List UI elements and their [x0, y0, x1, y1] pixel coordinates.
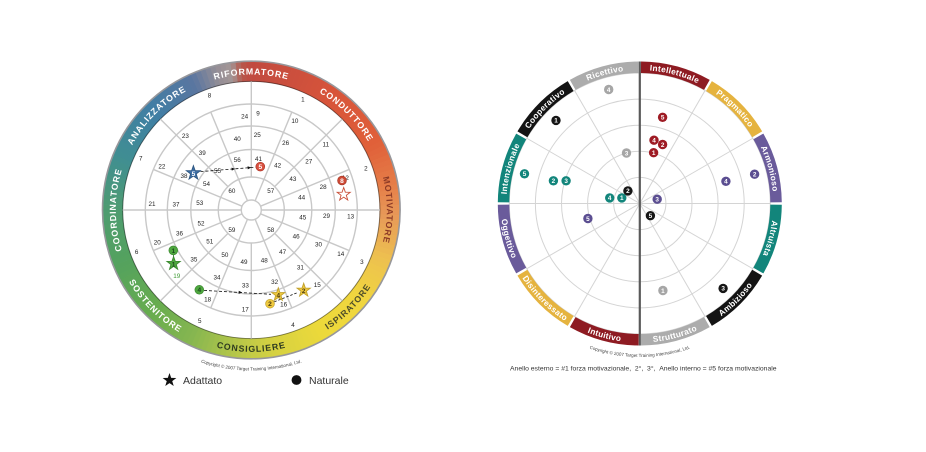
- svg-text:26: 26: [282, 140, 290, 147]
- svg-text:Naturale: Naturale: [309, 375, 349, 387]
- svg-text:38: 38: [181, 173, 189, 180]
- svg-text:56: 56: [234, 157, 242, 164]
- svg-text:58: 58: [267, 227, 275, 234]
- svg-text:3: 3: [564, 178, 568, 185]
- svg-text:5: 5: [523, 171, 527, 178]
- svg-text:22: 22: [158, 164, 166, 171]
- svg-text:41: 41: [255, 156, 263, 163]
- svg-text:1: 1: [554, 118, 558, 125]
- svg-text:49: 49: [241, 259, 249, 266]
- svg-text:3: 3: [360, 259, 364, 266]
- svg-text:43: 43: [289, 176, 297, 183]
- svg-text:37: 37: [173, 201, 181, 208]
- svg-text:10: 10: [291, 118, 299, 125]
- svg-text:Anello esterno = #1 forza moti: Anello esterno = #1 forza motivazionale,…: [510, 364, 777, 372]
- svg-text:4: 4: [276, 293, 280, 300]
- svg-text:23: 23: [182, 133, 190, 140]
- svg-text:8: 8: [208, 93, 212, 100]
- svg-text:2: 2: [302, 288, 306, 295]
- svg-text:17: 17: [242, 307, 250, 314]
- svg-text:4: 4: [652, 138, 656, 145]
- svg-text:34: 34: [214, 275, 222, 282]
- svg-text:28: 28: [320, 184, 328, 191]
- svg-text:59: 59: [228, 227, 236, 234]
- svg-text:45: 45: [299, 215, 307, 222]
- svg-text:4: 4: [197, 287, 201, 294]
- svg-text:18: 18: [204, 297, 212, 304]
- svg-text:19: 19: [173, 273, 181, 280]
- svg-text:57: 57: [267, 188, 275, 195]
- svg-text:16: 16: [280, 301, 288, 308]
- svg-text:14: 14: [337, 251, 345, 258]
- svg-text:8: 8: [340, 178, 344, 185]
- svg-text:1: 1: [301, 97, 305, 104]
- svg-text:1: 1: [172, 261, 176, 268]
- svg-text:2: 2: [552, 178, 556, 185]
- svg-text:5: 5: [586, 216, 590, 223]
- svg-text:11: 11: [323, 141, 330, 148]
- svg-text:29: 29: [323, 213, 331, 220]
- svg-text:42: 42: [274, 163, 282, 170]
- svg-text:1: 1: [620, 195, 624, 202]
- svg-text:46: 46: [293, 234, 301, 241]
- svg-text:31: 31: [297, 265, 305, 272]
- svg-text:21: 21: [148, 201, 156, 208]
- svg-text:5: 5: [258, 164, 262, 171]
- svg-text:53: 53: [196, 200, 204, 207]
- svg-text:2: 2: [364, 166, 368, 173]
- svg-text:47: 47: [279, 249, 287, 256]
- svg-text:40: 40: [234, 136, 242, 143]
- svg-text:4: 4: [724, 179, 728, 186]
- svg-text:15: 15: [314, 282, 322, 289]
- svg-text:Adattato: Adattato: [183, 375, 222, 387]
- svg-text:50: 50: [221, 252, 229, 259]
- svg-text:27: 27: [305, 158, 313, 165]
- svg-text:5: 5: [649, 213, 653, 220]
- svg-text:3: 3: [625, 150, 629, 157]
- svg-text:2: 2: [753, 172, 757, 179]
- svg-text:7: 7: [139, 156, 143, 163]
- svg-text:33: 33: [242, 283, 250, 290]
- svg-text:9: 9: [256, 111, 260, 118]
- svg-text:55: 55: [214, 168, 222, 175]
- svg-text:54: 54: [203, 181, 211, 188]
- svg-text:4: 4: [607, 87, 611, 94]
- svg-text:35: 35: [190, 256, 198, 263]
- svg-text:60: 60: [228, 188, 236, 195]
- svg-text:24: 24: [241, 114, 249, 121]
- svg-text:4: 4: [608, 195, 612, 202]
- svg-text:2: 2: [626, 188, 630, 195]
- svg-text:6: 6: [135, 249, 139, 256]
- svg-text:30: 30: [315, 242, 323, 249]
- svg-text:36: 36: [176, 231, 184, 238]
- svg-text:32: 32: [271, 279, 279, 286]
- svg-text:48: 48: [261, 258, 269, 265]
- svg-text:39: 39: [199, 150, 207, 157]
- svg-text:13: 13: [347, 213, 355, 220]
- svg-text:1: 1: [661, 288, 665, 295]
- svg-text:1: 1: [171, 248, 175, 255]
- svg-text:3: 3: [655, 197, 659, 204]
- svg-text:25: 25: [254, 132, 262, 139]
- svg-text:5: 5: [198, 318, 202, 325]
- svg-text:1: 1: [652, 150, 656, 157]
- svg-text:2: 2: [661, 142, 665, 149]
- svg-text:20: 20: [154, 240, 162, 247]
- svg-text:5: 5: [192, 171, 196, 178]
- svg-text:3: 3: [721, 286, 725, 293]
- svg-text:2: 2: [268, 301, 272, 308]
- svg-text:5: 5: [661, 115, 665, 122]
- svg-text:52: 52: [197, 220, 205, 227]
- svg-text:51: 51: [206, 239, 214, 246]
- svg-text:4: 4: [291, 322, 295, 329]
- svg-text:44: 44: [298, 194, 306, 201]
